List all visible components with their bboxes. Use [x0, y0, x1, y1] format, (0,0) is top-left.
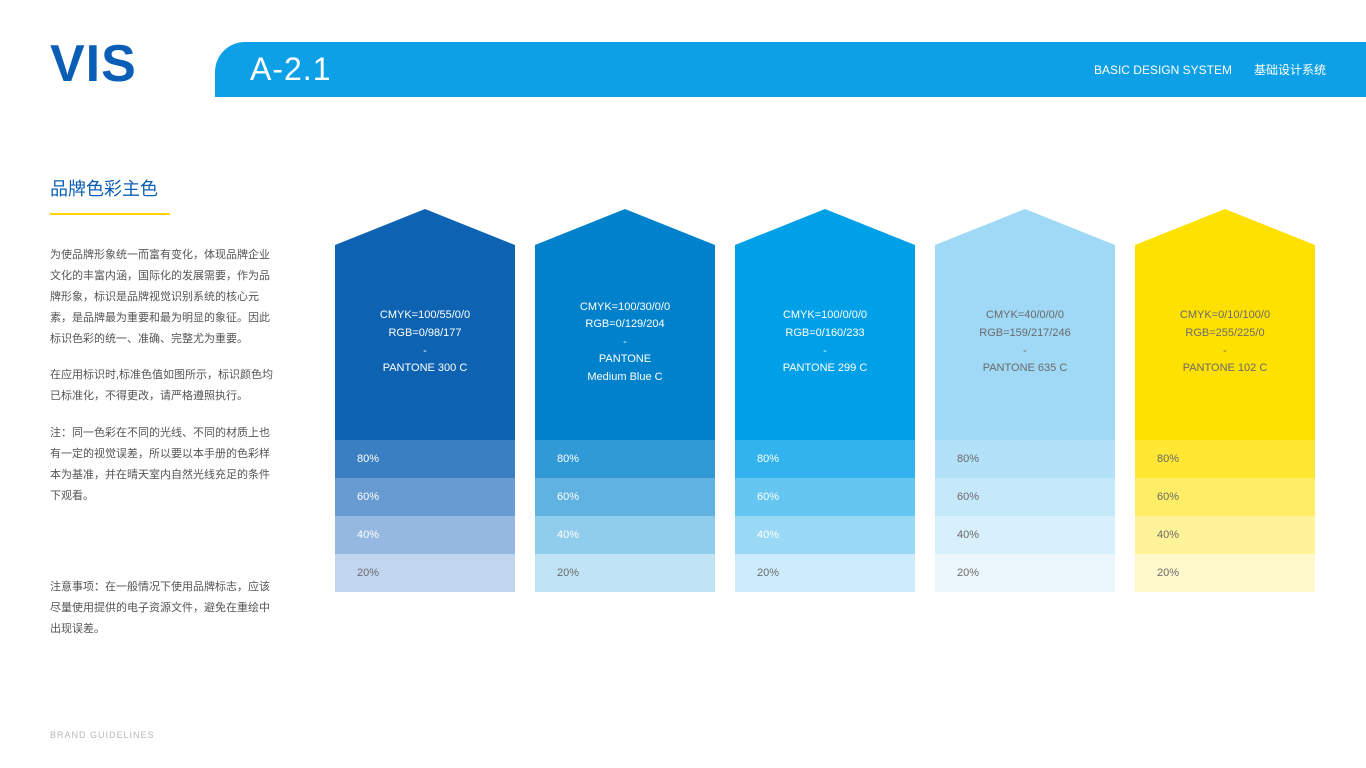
swatch-roof [335, 209, 515, 245]
color-swatch-column: CMYK=0/10/100/0RGB=255/225/0-PANTONE 102… [1135, 245, 1315, 592]
dash: - [823, 343, 827, 361]
tint-row: 40% [935, 516, 1115, 554]
tint-row: 20% [735, 554, 915, 592]
tint-row: 60% [335, 478, 515, 516]
dash: - [1223, 343, 1227, 361]
swatch-roof [935, 209, 1115, 245]
tint-row: 40% [535, 516, 715, 554]
caution-text: 注意事项：在一般情况下使用品牌标志，应该尽量使用提供的电子资源文件，避免在重绘中… [50, 577, 275, 640]
tint-row: 60% [935, 478, 1115, 516]
rgb-value: RGB=0/98/177 [388, 325, 461, 343]
tint-row: 80% [1135, 440, 1315, 478]
tint-row: 20% [535, 554, 715, 592]
color-swatch-column: CMYK=40/0/0/0RGB=159/217/246-PANTONE 635… [935, 245, 1115, 592]
paragraph: 在应用标识时,标准色值如图所示，标识颜色均已标准化，不得更改，请严格遵照执行。 [50, 365, 275, 407]
tint-row: 80% [335, 440, 515, 478]
tint-row: 60% [735, 478, 915, 516]
tint-row: 40% [735, 516, 915, 554]
cmyk-value: CMYK=40/0/0/0 [986, 307, 1064, 325]
section-title: 品牌色彩主色 [50, 175, 275, 201]
paragraph: 为使品牌形象统一而富有变化，体现品牌企业文化的丰富内涵，国际化的发展需要，作为品… [50, 245, 275, 349]
swatch-main: CMYK=100/55/0/0RGB=0/98/177-PANTONE 300 … [335, 245, 515, 440]
cmyk-value: CMYK=0/10/100/0 [1180, 307, 1270, 325]
paragraph: 注：同一色彩在不同的光线、不同的材质上也有一定的视觉误差，所以要以本手册的色彩样… [50, 423, 275, 507]
swatch-main: CMYK=100/0/0/0RGB=0/160/233-PANTONE 299 … [735, 245, 915, 440]
dash: - [1023, 343, 1027, 361]
paragraph: 注意事项：在一般情况下使用品牌标志，应该尽量使用提供的电子资源文件，避免在重绘中… [50, 577, 275, 640]
dash: - [423, 343, 427, 361]
rgb-value: RGB=159/217/246 [979, 325, 1070, 343]
swatch-main: CMYK=100/30/0/0RGB=0/129/204-PANTONEMedi… [535, 245, 715, 440]
tint-row: 20% [935, 554, 1115, 592]
dash: - [623, 334, 627, 352]
tint-row: 80% [735, 440, 915, 478]
system-label-zh: 基础设计系统 [1254, 61, 1326, 78]
pantone-value: PANTONE [599, 351, 651, 369]
rgb-value: RGB=0/129/204 [585, 316, 664, 334]
color-swatch-column: CMYK=100/0/0/0RGB=0/160/233-PANTONE 299 … [735, 245, 915, 592]
color-swatch-column: CMYK=100/55/0/0RGB=0/98/177-PANTONE 300 … [335, 245, 515, 592]
swatch-roof [1135, 209, 1315, 245]
tint-row: 80% [535, 440, 715, 478]
swatch-main: CMYK=40/0/0/0RGB=159/217/246-PANTONE 635… [935, 245, 1115, 440]
tint-row: 20% [335, 554, 515, 592]
brand-logo: VIS [50, 38, 137, 90]
section-code: A-2.1 [250, 51, 331, 88]
section-underline [50, 213, 170, 215]
tint-row: 20% [1135, 554, 1315, 592]
swatch-main: CMYK=0/10/100/0RGB=255/225/0-PANTONE 102… [1135, 245, 1315, 440]
pantone-value: PANTONE 300 C [383, 360, 468, 378]
tint-row: 40% [1135, 516, 1315, 554]
footer-label: BRAND GUIDELINES [50, 730, 155, 740]
cmyk-value: CMYK=100/0/0/0 [783, 307, 867, 325]
page: VIS A-2.1 BASIC DESIGN SYSTEM 基础设计系统 品牌色… [0, 0, 1366, 768]
system-label-en: BASIC DESIGN SYSTEM [1094, 63, 1232, 77]
swatch-roof [735, 209, 915, 245]
sidebar: 品牌色彩主色 为使品牌形象统一而富有变化，体现品牌企业文化的丰富内涵，国际化的发… [50, 175, 275, 655]
pantone-value: PANTONE 635 C [983, 360, 1068, 378]
cmyk-value: CMYK=100/30/0/0 [580, 299, 670, 317]
header-bar: A-2.1 BASIC DESIGN SYSTEM 基础设计系统 [215, 42, 1366, 97]
pantone-value: PANTONE 102 C [1183, 360, 1268, 378]
tint-row: 80% [935, 440, 1115, 478]
tint-row: 60% [535, 478, 715, 516]
tint-row: 60% [1135, 478, 1315, 516]
tint-row: 40% [335, 516, 515, 554]
pantone-value: Medium Blue C [587, 369, 662, 387]
rgb-value: RGB=255/225/0 [1185, 325, 1264, 343]
rgb-value: RGB=0/160/233 [785, 325, 864, 343]
swatch-roof [535, 209, 715, 245]
header-right: BASIC DESIGN SYSTEM 基础设计系统 [1094, 61, 1326, 78]
body-text: 为使品牌形象统一而富有变化，体现品牌企业文化的丰富内涵，国际化的发展需要，作为品… [50, 245, 275, 507]
cmyk-value: CMYK=100/55/0/0 [380, 307, 470, 325]
pantone-value: PANTONE 299 C [783, 360, 868, 378]
color-swatch-column: CMYK=100/30/0/0RGB=0/129/204-PANTONEMedi… [535, 245, 715, 592]
swatch-area: CMYK=100/55/0/0RGB=0/98/177-PANTONE 300 … [335, 245, 1335, 592]
